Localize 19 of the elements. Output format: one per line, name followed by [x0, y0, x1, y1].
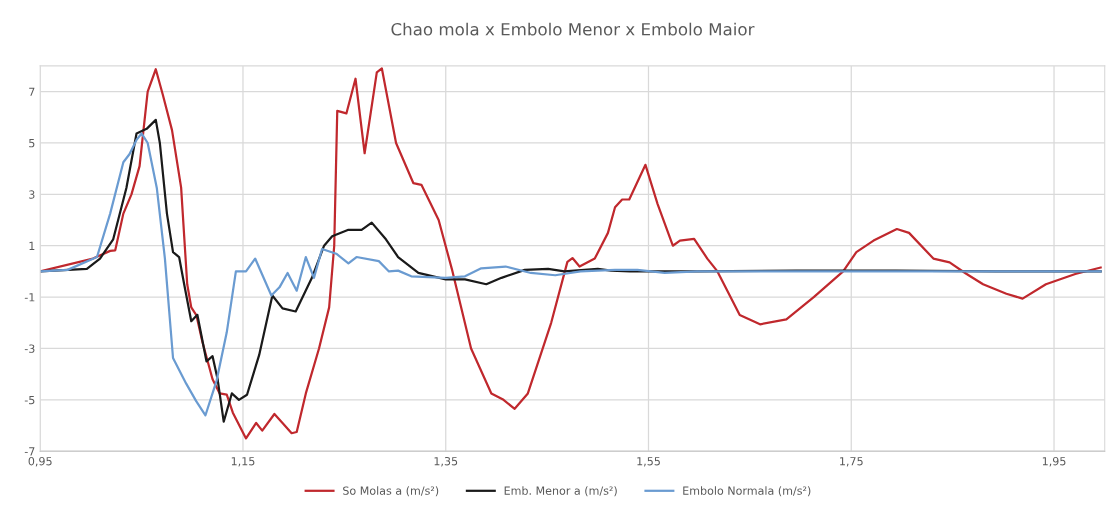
x-tick-label: 1,75 — [840, 457, 863, 467]
y-tick-label: -1 — [24, 293, 35, 302]
y-tick-label: 5 — [29, 139, 35, 148]
legend-label: So Molas a (m/s²) — [343, 486, 439, 497]
chart-title: Chao mola x Embolo Menor x Embolo Maior — [391, 22, 755, 36]
x-tick-label: 1,55 — [637, 457, 660, 467]
line-series — [40, 67, 1102, 440]
y-tick-label: 1 — [29, 241, 35, 250]
y-tick-label: 7 — [29, 87, 35, 96]
y-tick-label: -5 — [24, 395, 35, 405]
x-tick-label: 0,95 — [28, 456, 52, 467]
legend-label: Embolo Normala (m/s²) — [683, 486, 811, 497]
y-tick-label: -3 — [24, 344, 35, 353]
y-tick-label: -7 — [24, 447, 35, 456]
legend-label: Emb. Menor a (m/s²) — [504, 486, 617, 497]
x-tick-label: 1,35 — [434, 456, 458, 467]
x-tick-label: 1,95 — [1042, 456, 1066, 467]
y-tick-label: 3 — [29, 190, 35, 199]
x-tick-label: 1,15 — [231, 457, 255, 467]
